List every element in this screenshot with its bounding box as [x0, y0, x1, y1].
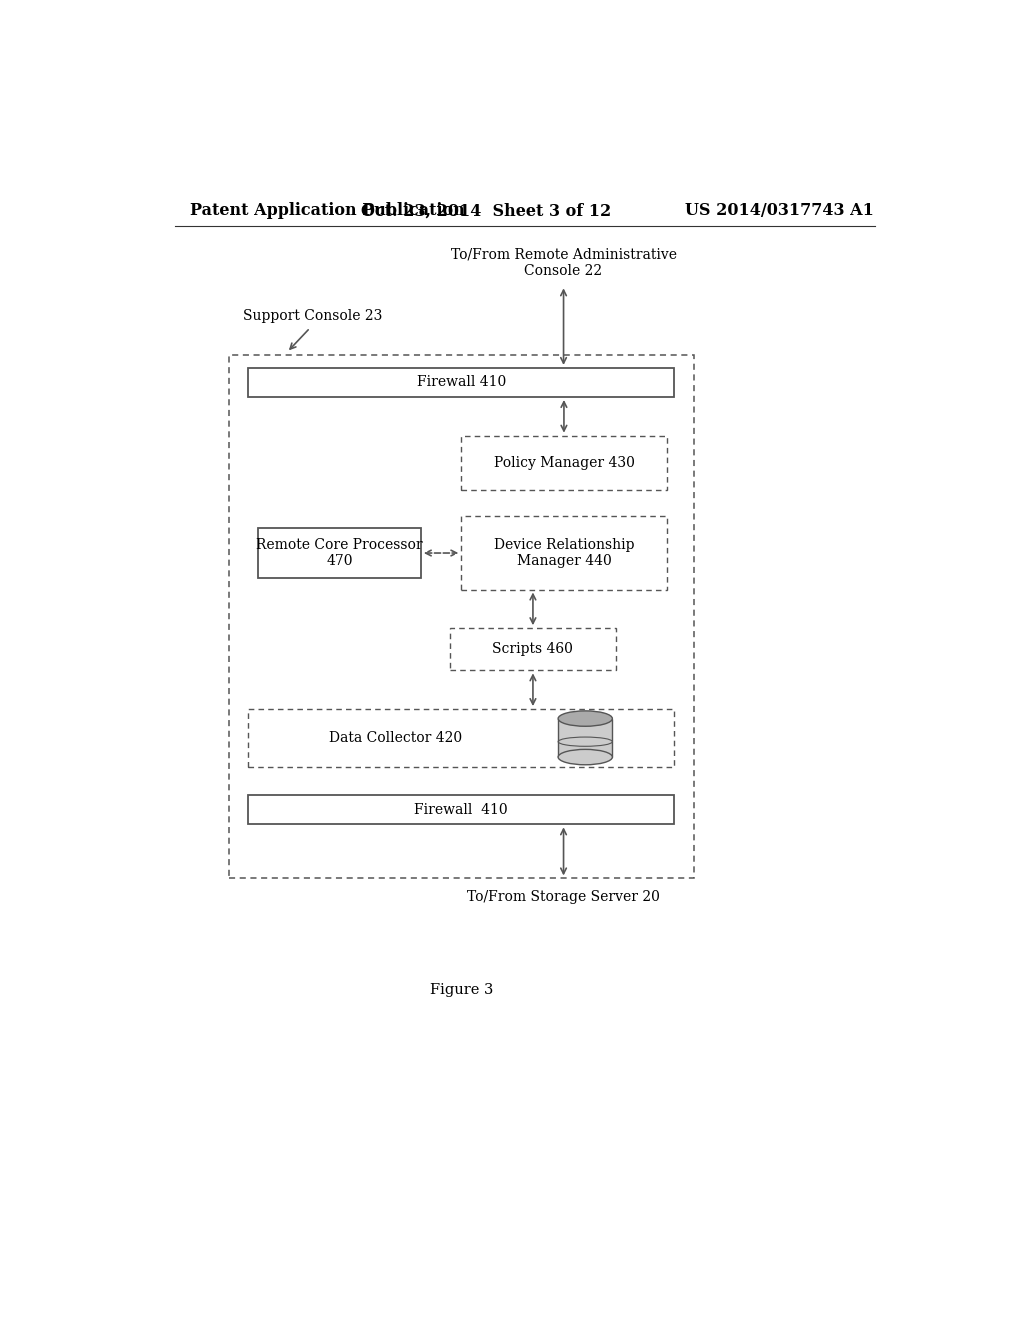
- Ellipse shape: [558, 750, 612, 764]
- Bar: [461, 436, 667, 490]
- Text: Firewall 410: Firewall 410: [417, 375, 506, 389]
- Text: Scripts 460: Scripts 460: [493, 643, 573, 656]
- Text: Firewall  410: Firewall 410: [415, 803, 508, 817]
- Text: To/From Remote Administrative
Console 22: To/From Remote Administrative Console 22: [451, 248, 677, 277]
- Text: Data Collector 420: Data Collector 420: [329, 731, 462, 744]
- Bar: [248, 368, 675, 397]
- Text: Remote Core Processor
470: Remote Core Processor 470: [256, 539, 423, 568]
- Bar: [248, 795, 675, 825]
- Text: Device Relationship
Manager 440: Device Relationship Manager 440: [494, 539, 634, 568]
- Text: Policy Manager 430: Policy Manager 430: [494, 455, 635, 470]
- Bar: [258, 528, 421, 578]
- Bar: [461, 516, 667, 590]
- Text: To/From Storage Server 20: To/From Storage Server 20: [467, 890, 660, 904]
- Ellipse shape: [558, 711, 612, 726]
- Bar: [558, 718, 612, 758]
- Text: Figure 3: Figure 3: [429, 983, 493, 997]
- Text: Support Console 23: Support Console 23: [243, 309, 382, 323]
- Text: Patent Application Publication: Patent Application Publication: [190, 202, 465, 219]
- Text: Oct. 23, 2014  Sheet 3 of 12: Oct. 23, 2014 Sheet 3 of 12: [360, 202, 611, 219]
- Bar: [228, 355, 693, 878]
- Text: US 2014/0317743 A1: US 2014/0317743 A1: [685, 202, 873, 219]
- Bar: [450, 628, 616, 671]
- Bar: [248, 709, 675, 767]
